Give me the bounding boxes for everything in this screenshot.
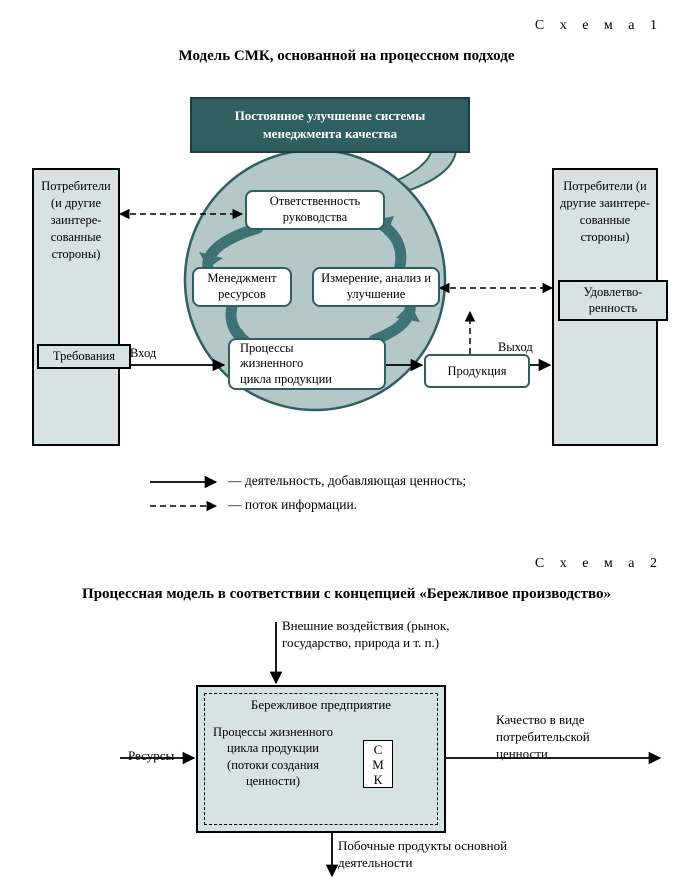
- lean-title: Бережливое предприятие: [204, 697, 438, 713]
- page-root: С х е м а 1 Модель СМК, основанной на пр…: [0, 0, 693, 890]
- scheme2-right-label: Качество в виде потребительской ценности: [496, 712, 636, 763]
- scheme2-top-label: Внешние воздействия (рынок, государство,…: [282, 618, 452, 652]
- lean-process-label: Процессы жизненного цикла продукции (пот…: [208, 724, 338, 789]
- scheme2-bottom-label: Побочные продукты основной деятельности: [338, 838, 538, 872]
- smk-box: СМК: [363, 740, 393, 788]
- scheme2-left-label: Ресурсы: [128, 748, 174, 765]
- smk-text: СМК: [368, 743, 388, 788]
